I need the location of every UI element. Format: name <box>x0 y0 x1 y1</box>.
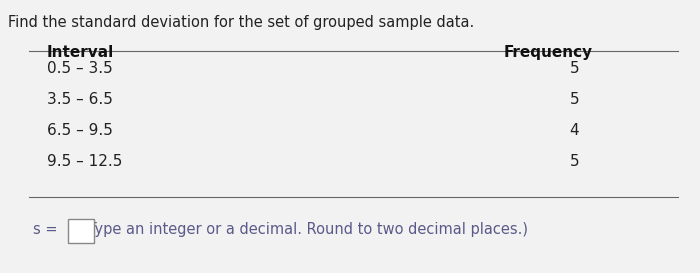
Text: Find the standard deviation for the set of grouped sample data.: Find the standard deviation for the set … <box>8 15 475 30</box>
Text: 6.5 – 9.5: 6.5 – 9.5 <box>47 123 113 138</box>
FancyBboxPatch shape <box>68 219 94 243</box>
Text: 5: 5 <box>570 154 580 169</box>
Text: Frequency: Frequency <box>503 44 592 60</box>
Text: s =: s = <box>33 222 57 237</box>
Text: (Type an integer or a decimal. Round to two decimal places.): (Type an integer or a decimal. Round to … <box>82 222 528 237</box>
Text: 9.5 – 12.5: 9.5 – 12.5 <box>47 154 122 169</box>
Text: 3.5 – 6.5: 3.5 – 6.5 <box>47 92 113 107</box>
Text: 4: 4 <box>570 123 580 138</box>
Text: 5: 5 <box>570 61 580 76</box>
Text: 0.5 – 3.5: 0.5 – 3.5 <box>47 61 113 76</box>
Text: 5: 5 <box>570 92 580 107</box>
Text: Interval: Interval <box>47 44 114 60</box>
